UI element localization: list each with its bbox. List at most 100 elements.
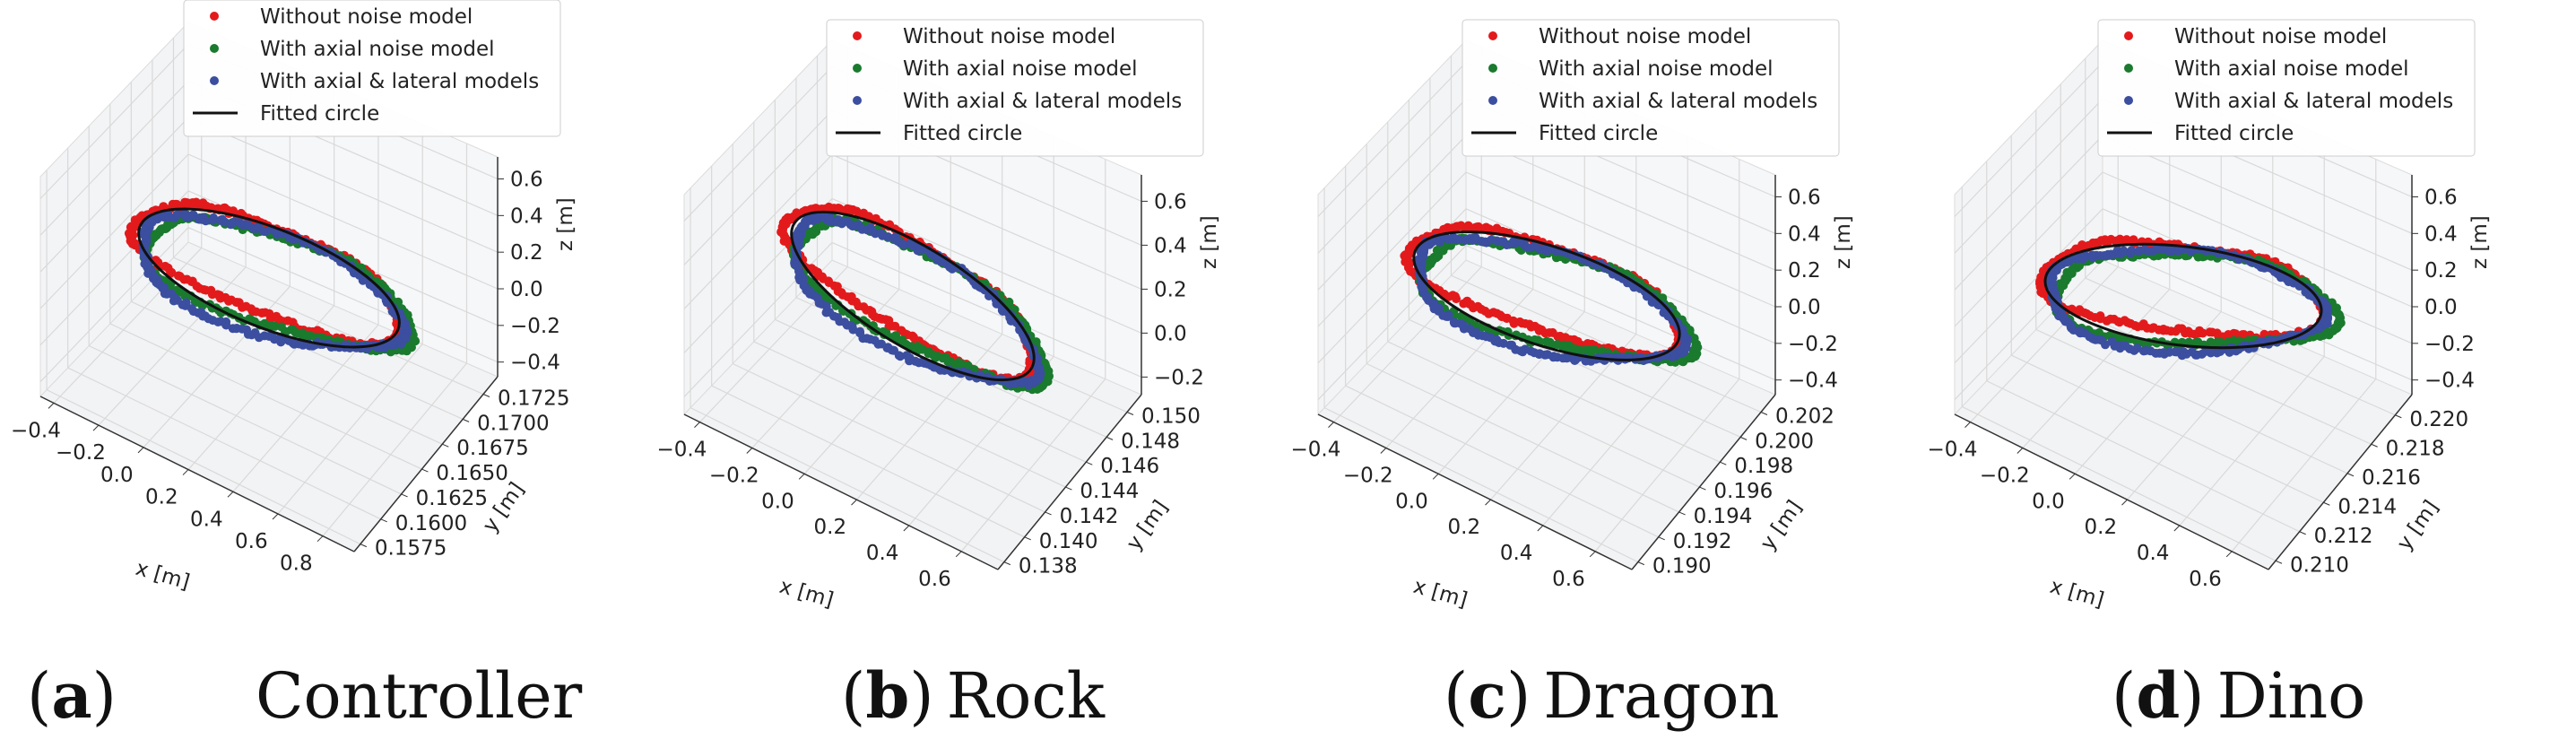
x-tick xyxy=(2069,473,2076,480)
legend-box xyxy=(826,19,1204,157)
caption-title: Dragon xyxy=(1543,659,1779,733)
caption-2: (c) Dragon xyxy=(1444,658,1780,733)
point-lateral xyxy=(916,245,926,255)
legend-swatch-without xyxy=(853,31,862,40)
x-tick xyxy=(903,525,910,532)
point-axial xyxy=(276,322,286,332)
x-tick-label: 0.4 xyxy=(2137,542,2170,565)
x-tick-label: 0.4 xyxy=(1500,542,1533,565)
grid-y xyxy=(173,257,484,396)
x-tick xyxy=(1432,473,1439,480)
grid-z-left xyxy=(683,109,833,265)
z-tick-label: 0.4 xyxy=(510,204,543,228)
grid-y xyxy=(1451,274,1762,413)
grid-z-back xyxy=(831,153,1142,290)
grid-y xyxy=(1323,407,1639,563)
grid-z-left xyxy=(1317,171,1467,327)
y-tick-label: 0.190 xyxy=(1652,555,1712,578)
z-axis-label: z [m] xyxy=(1832,215,1855,269)
grid-z-back xyxy=(2102,245,2413,381)
legend-swatch-lateral xyxy=(2124,96,2133,105)
y-tick xyxy=(421,468,429,473)
x-tick-label: −0.4 xyxy=(657,439,707,462)
y-tick xyxy=(2371,443,2378,448)
grid-y xyxy=(732,362,1045,513)
grid-y xyxy=(1387,341,1700,488)
y-tick-label: 0.220 xyxy=(2409,408,2468,431)
caption-1: (b) Rock xyxy=(841,658,1106,733)
legend-box xyxy=(183,0,561,137)
legend-1: Without noise model With axial noise mode… xyxy=(826,19,1204,157)
grid-z-left xyxy=(39,44,189,199)
grid-y xyxy=(46,389,361,545)
legend-0: Without noise model With axial noise mode… xyxy=(183,0,561,137)
grid-z-back xyxy=(2102,135,2413,271)
legend-swatch-without xyxy=(2124,31,2133,40)
x-tick xyxy=(227,491,234,498)
y-tick-label: 0.1650 xyxy=(436,462,507,485)
y-tick-label: 0.210 xyxy=(2290,553,2349,577)
point-lateral xyxy=(2212,348,2222,358)
y-tick xyxy=(1003,561,1011,566)
y-tick xyxy=(1699,486,1706,491)
y-tick-label: 0.140 xyxy=(1039,530,1098,553)
point-axial xyxy=(1045,371,1054,381)
grid-y xyxy=(1429,297,1741,438)
grid-y xyxy=(131,300,443,445)
grid-y xyxy=(753,341,1066,488)
y-tick xyxy=(1024,536,1031,541)
x-tick xyxy=(92,424,100,431)
grid-z-left xyxy=(1954,135,2103,291)
point-axial xyxy=(1692,342,1702,352)
y-tick xyxy=(360,544,368,548)
z-tick-label: 0.2 xyxy=(510,241,543,265)
x-tick-label: 0.4 xyxy=(190,508,223,531)
legend-box xyxy=(2097,19,2476,157)
grid-y xyxy=(1961,405,2277,561)
caption-title: Dino xyxy=(2217,659,2366,733)
x-tick-label: −0.4 xyxy=(11,419,61,442)
legend-label-circle: Fitted circle xyxy=(1539,122,1658,145)
legend-swatch-without xyxy=(1488,31,1497,40)
grid-z-left xyxy=(683,65,833,222)
x-tick xyxy=(2225,551,2233,558)
grid-y xyxy=(109,323,422,470)
grid-z-left xyxy=(1317,245,1467,401)
y-tick xyxy=(482,394,490,397)
z-tick-label: 0.4 xyxy=(1788,222,1821,246)
legend-label-circle: Fitted circle xyxy=(260,102,379,126)
x-tick xyxy=(2017,448,2024,454)
y-tick-label: 0.1625 xyxy=(416,487,488,510)
y-tick xyxy=(2275,560,2283,564)
point-lateral xyxy=(2119,246,2129,256)
y-tick xyxy=(380,518,387,523)
y-tick-label: 0.1600 xyxy=(395,512,467,535)
z-tick-label: −0.2 xyxy=(510,315,560,338)
y-tick-label: 0.146 xyxy=(1100,455,1159,478)
z-tick-label: −0.2 xyxy=(1788,333,1838,356)
z-tick-label: 0.0 xyxy=(2424,296,2458,319)
x-tick xyxy=(1485,499,1491,506)
legend-swatch-without xyxy=(210,12,219,21)
grid-x xyxy=(1970,266,2119,423)
fitted-circle xyxy=(2043,242,2323,350)
legend-swatch-axial xyxy=(853,64,862,73)
z-tick-label: 0.6 xyxy=(2424,187,2458,210)
point-lateral xyxy=(2127,246,2137,256)
x-axis xyxy=(39,396,355,552)
y-tick-label: 0.142 xyxy=(1060,505,1119,528)
point-axial xyxy=(1542,336,1552,346)
legend-box xyxy=(1461,19,1840,157)
grid-z-left xyxy=(39,117,189,273)
grid-x xyxy=(2127,334,2274,500)
grid-z-left xyxy=(1317,98,1467,254)
y-tick xyxy=(1106,436,1114,440)
x-tick xyxy=(1380,448,1387,454)
y-axis-label: y [m] xyxy=(2393,496,2443,554)
y-axis-label: y [m] xyxy=(1123,496,1173,554)
point-lateral xyxy=(401,333,411,343)
x-tick xyxy=(1589,551,1596,558)
x-tick-label: −0.4 xyxy=(1291,439,1341,462)
x-tick-label: 0.6 xyxy=(235,530,268,553)
caption: (c) Dragon xyxy=(1444,658,1780,733)
